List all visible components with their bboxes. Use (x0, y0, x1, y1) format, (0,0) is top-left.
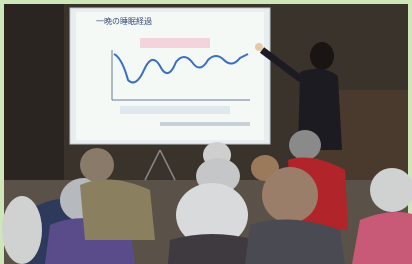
photo: 一晩の睡眠経過 (0, 0, 412, 264)
slide (76, 12, 264, 140)
person (168, 234, 258, 264)
left-door (4, 4, 64, 194)
person-head (262, 167, 318, 223)
person (80, 180, 155, 240)
person-head (2, 196, 42, 264)
slide-footer (160, 122, 250, 126)
person (352, 212, 412, 264)
presenter-hand (255, 43, 263, 51)
presenter-head (310, 42, 334, 70)
person-head (289, 130, 321, 160)
slide-highlight (140, 38, 210, 48)
slide-title: 一晩の睡眠経過 (96, 16, 152, 26)
page: 一晩の睡眠経過 (() => { const data = JSON.parse… (0, 0, 412, 264)
person-head (370, 168, 412, 212)
person-head (80, 148, 114, 182)
slide-band (120, 106, 230, 114)
